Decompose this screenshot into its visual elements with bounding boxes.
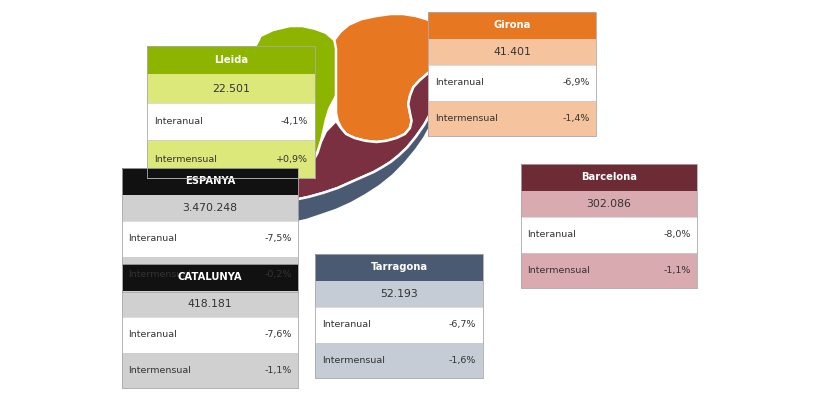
Text: ESPANYA: ESPANYA [185, 176, 235, 186]
Text: Intermensual: Intermensual [528, 266, 591, 275]
Text: -1,1%: -1,1% [663, 266, 690, 275]
FancyBboxPatch shape [147, 74, 315, 103]
FancyBboxPatch shape [147, 103, 315, 140]
FancyBboxPatch shape [122, 221, 298, 257]
Text: 418.181: 418.181 [187, 299, 233, 309]
Text: Interanual: Interanual [154, 117, 202, 126]
Text: -0,2%: -0,2% [264, 270, 291, 279]
FancyBboxPatch shape [122, 168, 298, 195]
FancyBboxPatch shape [521, 217, 697, 253]
FancyBboxPatch shape [315, 281, 483, 307]
FancyBboxPatch shape [122, 195, 298, 221]
Text: -1,1%: -1,1% [264, 366, 291, 375]
FancyBboxPatch shape [521, 164, 697, 191]
Text: Intermensual: Intermensual [129, 366, 192, 375]
Text: 302.086: 302.086 [586, 199, 632, 209]
FancyBboxPatch shape [147, 140, 315, 178]
FancyBboxPatch shape [428, 101, 596, 136]
Text: 41.401: 41.401 [493, 47, 532, 57]
Text: +0,9%: +0,9% [276, 155, 308, 164]
Text: Interanual: Interanual [435, 78, 484, 88]
FancyBboxPatch shape [122, 291, 298, 317]
Text: Tarragona: Tarragona [370, 262, 428, 272]
Text: Girona: Girona [494, 20, 531, 30]
Text: -7,6%: -7,6% [264, 330, 291, 340]
FancyBboxPatch shape [428, 65, 596, 101]
FancyBboxPatch shape [428, 39, 596, 65]
Text: Lleida: Lleida [214, 55, 248, 65]
Text: -8,0%: -8,0% [663, 230, 690, 240]
Text: -6,9%: -6,9% [562, 78, 590, 88]
FancyBboxPatch shape [315, 254, 483, 281]
FancyBboxPatch shape [521, 191, 697, 217]
FancyBboxPatch shape [122, 353, 298, 388]
Text: 52.193: 52.193 [381, 289, 417, 299]
FancyBboxPatch shape [521, 253, 697, 288]
Text: 3.470.248: 3.470.248 [182, 203, 238, 213]
Text: Intermensual: Intermensual [154, 155, 217, 164]
Text: Barcelona: Barcelona [581, 172, 637, 182]
Text: -6,7%: -6,7% [449, 320, 476, 330]
FancyBboxPatch shape [147, 46, 315, 74]
Text: -7,5%: -7,5% [264, 234, 291, 244]
Text: 22.501: 22.501 [212, 84, 250, 94]
FancyBboxPatch shape [428, 12, 596, 39]
Text: -1,4%: -1,4% [562, 114, 590, 123]
Text: -1,6%: -1,6% [449, 356, 476, 365]
Text: Intermensual: Intermensual [322, 356, 385, 365]
Text: Intermensual: Intermensual [435, 114, 498, 123]
FancyBboxPatch shape [315, 307, 483, 343]
FancyBboxPatch shape [122, 264, 298, 291]
Text: Interanual: Interanual [129, 330, 177, 340]
Text: Interanual: Interanual [322, 320, 370, 330]
Text: -4,1%: -4,1% [281, 117, 308, 126]
Text: Interanual: Interanual [129, 234, 177, 244]
FancyBboxPatch shape [315, 343, 483, 378]
Text: Interanual: Interanual [528, 230, 576, 240]
FancyBboxPatch shape [122, 257, 298, 292]
Text: CATALUNYA: CATALUNYA [178, 272, 242, 282]
Text: Intermensual: Intermensual [129, 270, 192, 279]
FancyBboxPatch shape [122, 317, 298, 353]
